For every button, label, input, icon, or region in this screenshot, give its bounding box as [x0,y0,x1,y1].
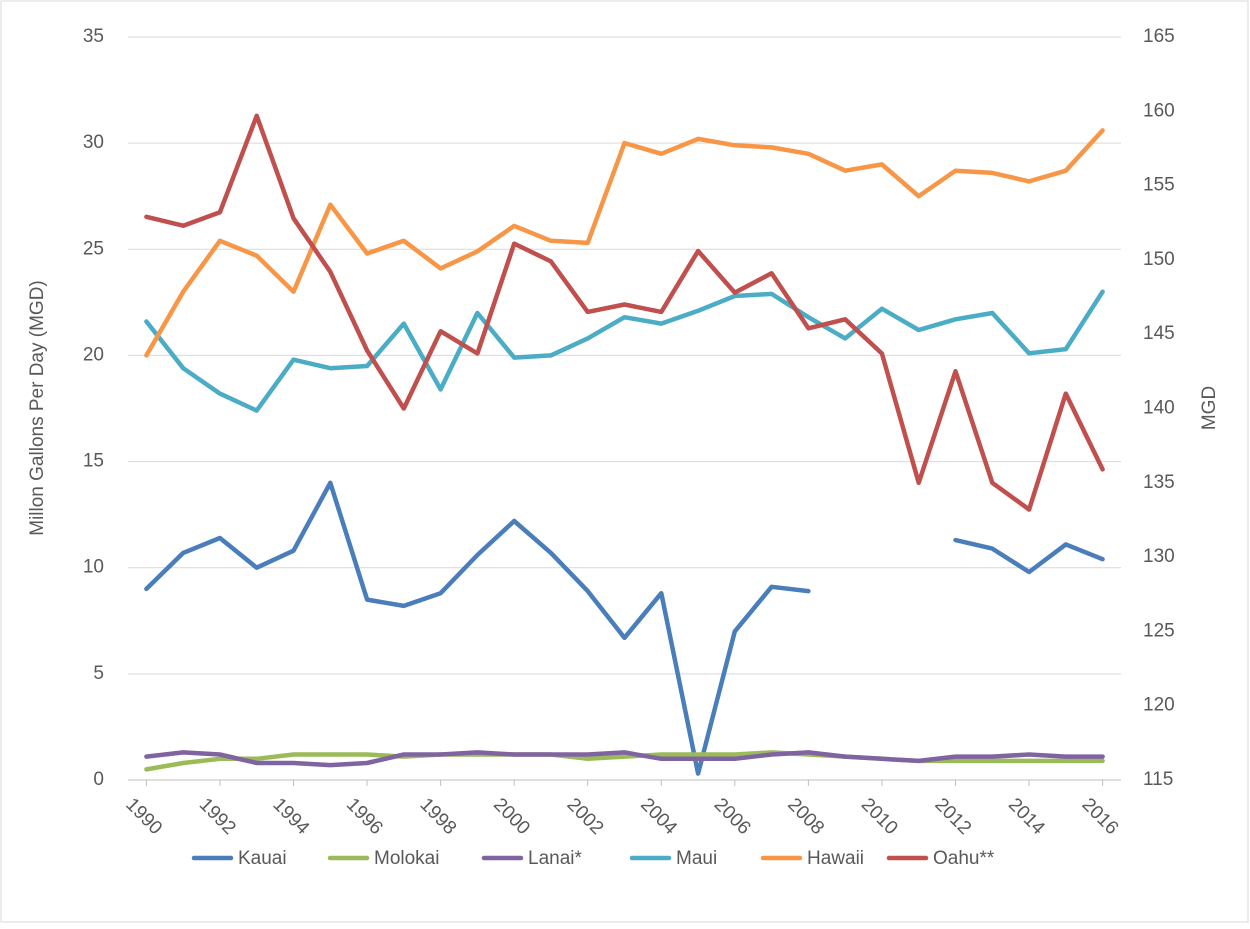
series-line [144,480,1105,776]
legend-label: Hawaii [807,848,864,869]
y-tick-label: 25 [83,238,104,259]
y-axis-label: Millon Gallons Per Day (MGD) [27,280,48,536]
y2-tick-label: 130 [1143,546,1175,567]
y2-tick-label: 165 [1143,26,1175,47]
y2-tick-label: 140 [1143,398,1175,419]
legend-label: Maui [676,848,717,869]
y2-axis-label: MGD [1199,386,1220,430]
series-line [144,750,1105,768]
y2-tick-label: 135 [1143,472,1175,493]
legend-label: Oahu** [933,848,995,869]
series-line [144,289,1105,413]
series-line [144,128,1105,358]
series-line [144,750,1105,772]
legend-label: Molokai [374,848,439,869]
y-tick-label: 15 [83,451,104,472]
y-tick-label: 30 [83,132,104,153]
y2-tick-label: 145 [1143,323,1175,344]
y-tick-label: 20 [83,344,104,365]
legend-label: Kauai [238,848,287,869]
y-tick-label: 5 [93,663,104,684]
legend-label: Lanai* [528,848,582,869]
y-tick-label: 10 [83,557,104,578]
y-tick-label: 0 [93,769,104,790]
y2-tick-label: 155 [1143,175,1175,196]
y2-tick-label: 150 [1143,249,1175,270]
y-tick-label: 35 [83,26,104,47]
series-line [144,113,1105,512]
y2-tick-label: 115 [1143,769,1173,790]
y2-tick-label: 120 [1143,695,1175,716]
y2-tick-label: 160 [1143,100,1175,121]
y2-tick-label: 125 [1143,620,1175,641]
